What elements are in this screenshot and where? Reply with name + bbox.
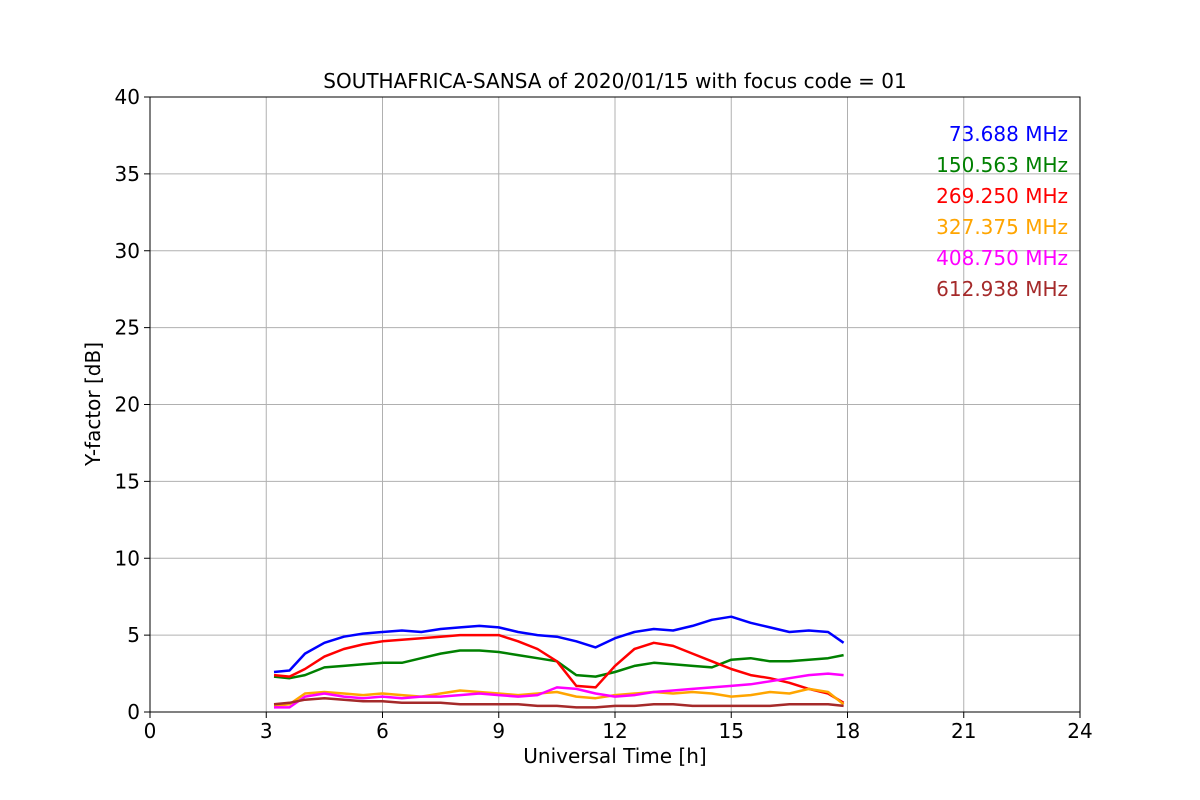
series-lines xyxy=(273,615,845,709)
x-tick-label: 9 xyxy=(492,719,505,743)
legend-entry: 73.688 MHz xyxy=(949,122,1068,146)
x-tick-label: 6 xyxy=(376,719,389,743)
y-tick-label: 20 xyxy=(115,393,140,417)
y-tick-label: 25 xyxy=(115,316,140,340)
legend-entry: 327.375 MHz xyxy=(936,215,1068,239)
series-line-4 xyxy=(274,672,844,709)
y-tick-label: 5 xyxy=(127,623,140,647)
x-tick-label: 18 xyxy=(835,719,860,743)
x-tick-label: 24 xyxy=(1067,719,1092,743)
series-line-2 xyxy=(273,633,845,704)
legend-entry: 150.563 MHz xyxy=(936,153,1068,177)
y-tick-label: 40 xyxy=(115,85,140,109)
y-tick-label: 15 xyxy=(115,469,140,493)
x-tick-label: 3 xyxy=(260,719,273,743)
x-tick-label: 0 xyxy=(144,719,157,743)
legend-entry: 612.938 MHz xyxy=(936,277,1068,301)
y-tick-label: 10 xyxy=(115,546,140,570)
series-line-0 xyxy=(273,615,845,674)
y-tick-label: 0 xyxy=(127,700,140,724)
legend-entry: 269.250 MHz xyxy=(936,184,1068,208)
y-tick-label: 30 xyxy=(115,239,140,263)
series-line-3 xyxy=(273,687,845,708)
axis-ticks: 0 3 6 9 12 15 18 21 24 0 5 10 15 20 25 30 35 40 xyxy=(115,85,1093,743)
x-tick-label: 15 xyxy=(719,719,744,743)
series-line-5 xyxy=(273,696,844,709)
legend-entry: 408.750 MHz xyxy=(936,246,1068,270)
legend: 73.688 MHz 150.563 MHz 269.250 MHz 327.375 … xyxy=(936,122,1068,301)
y-tick-label: 35 xyxy=(115,162,140,186)
chart-title: SOUTHAFRICA-SANSA of 2020/01/15 with foc… xyxy=(323,69,907,93)
x-tick-label: 12 xyxy=(602,719,627,743)
x-axis-label: Universal Time [h] xyxy=(523,744,706,768)
y-axis-label: Y-factor [dB] xyxy=(81,342,105,467)
x-tick-label: 21 xyxy=(951,719,976,743)
